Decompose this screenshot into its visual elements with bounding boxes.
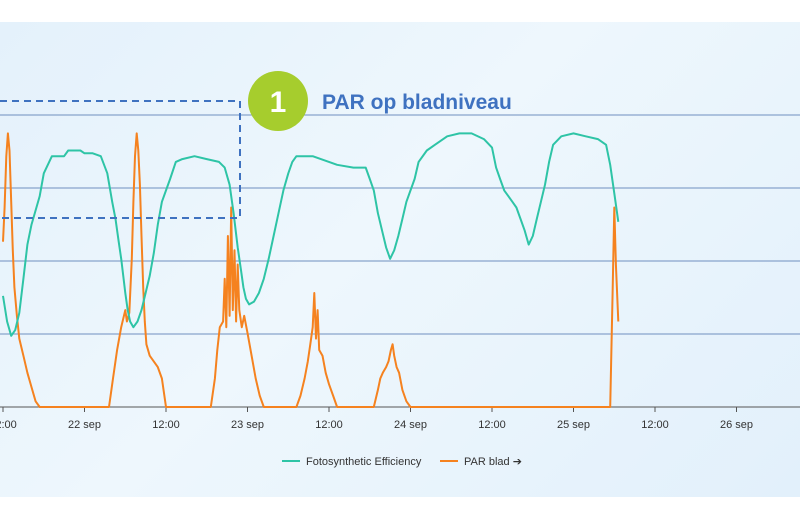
x-tick-label: 26 sep <box>720 419 753 431</box>
series-line-efficiency <box>2 132 620 337</box>
chart-frame: 12:00 22 sep 12:00 23 sep 12:00 24 sep 12:00 25… <box>0 22 800 497</box>
x-tick-label: 24 sep <box>394 419 427 431</box>
plot-area <box>2 132 620 408</box>
x-tick-label: 23 sep <box>231 419 264 431</box>
x-tick-label: 22 sep <box>68 419 101 431</box>
x-tick-label: 12:00 <box>478 419 506 431</box>
x-tick-label: 12:00 <box>315 419 343 431</box>
x-tick-label: 12:00 <box>152 419 180 431</box>
x-tick-label: 12:00 <box>641 419 669 431</box>
legend-label-par: PAR blad ➔ <box>464 456 522 468</box>
chart: 12:00 22 sep 12:00 23 sep 12:00 24 sep 12:00 25… <box>0 71 800 468</box>
x-axis: 12:00 22 sep 12:00 23 sep 12:00 24 sep 12:00 25… <box>0 406 800 431</box>
annotation-badge <box>248 71 308 131</box>
grid <box>0 114 800 335</box>
series-line-par <box>2 132 620 408</box>
legend: Fotosynthetic Efficiency PAR blad ➔ <box>282 456 522 468</box>
annotation-dashed-box <box>0 100 241 219</box>
x-tick-label: 25 sep <box>557 419 590 431</box>
x-tick-label: 12:00 <box>0 419 17 431</box>
annotation-badge-number: 1 <box>270 86 287 119</box>
legend-label-efficiency: Fotosynthetic Efficiency <box>306 456 422 468</box>
annotation-text: PAR op bladniveau <box>322 91 512 114</box>
